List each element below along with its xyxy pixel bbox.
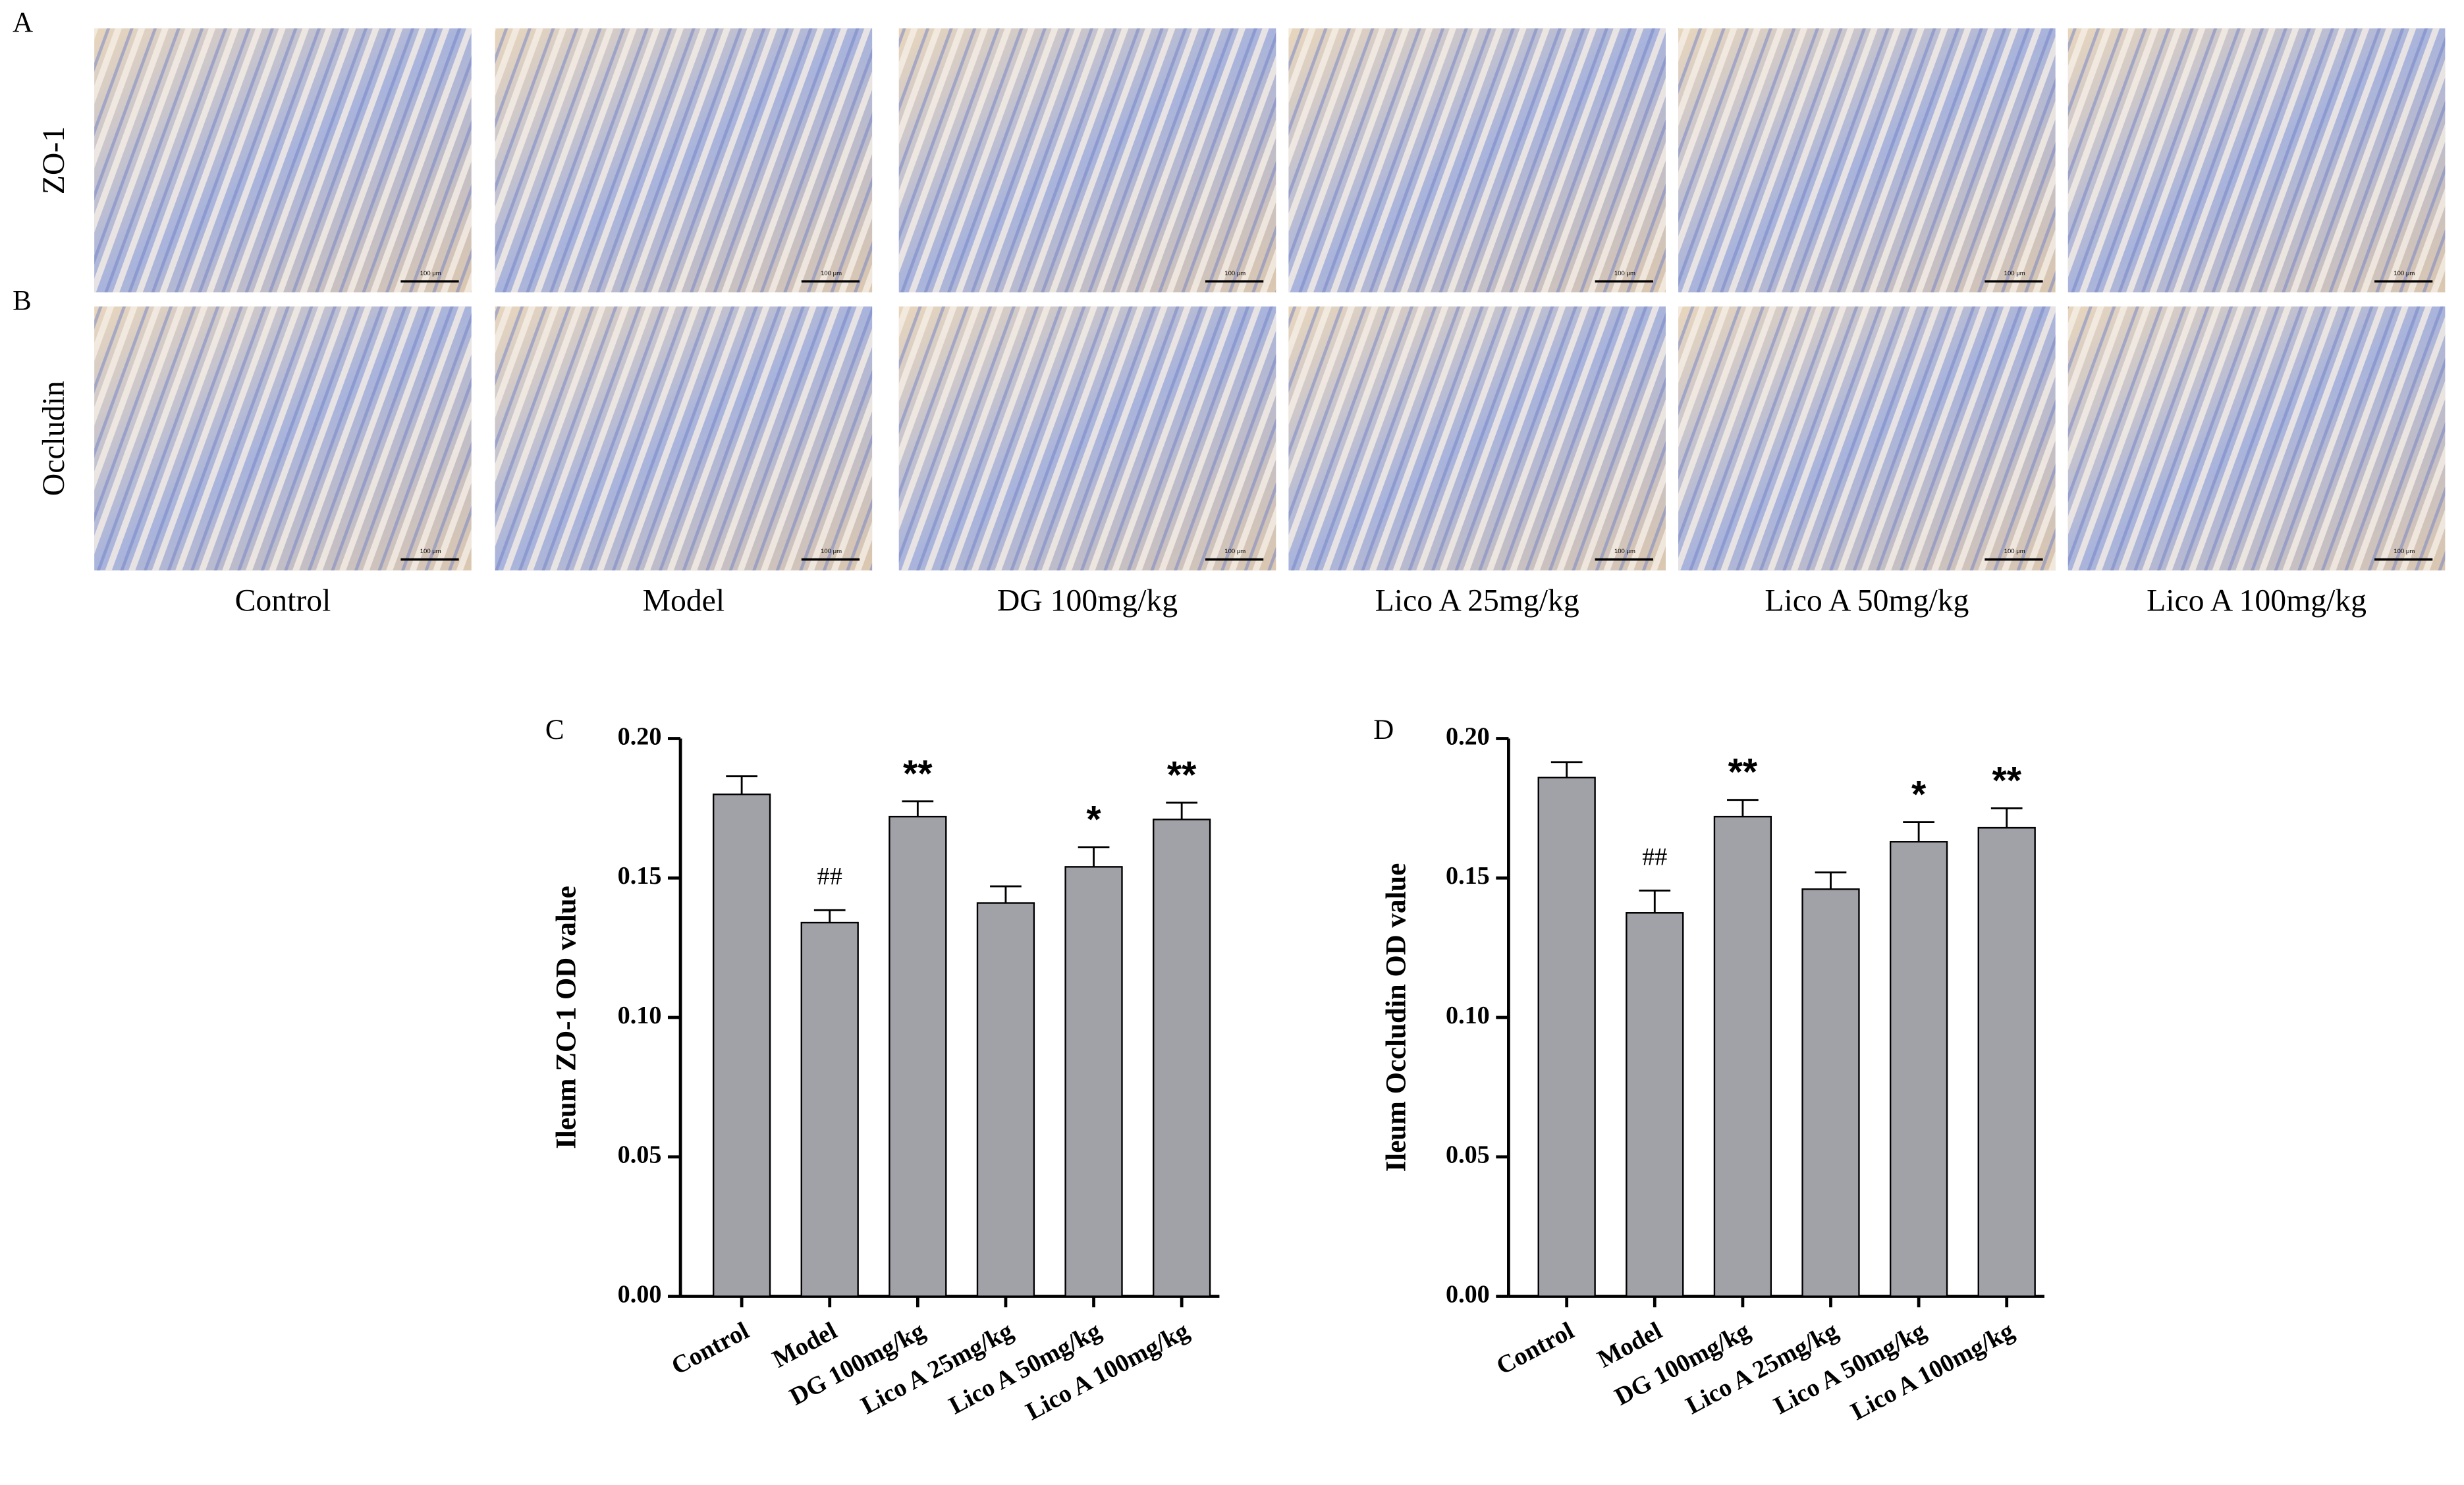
micrograph-texture (2067, 28, 2446, 292)
y-tick-label: 0.10 (618, 1002, 662, 1029)
column-label: DG 100mg/kg (997, 583, 1178, 618)
y-axis-title: Ileum ZO-1 OD value (551, 886, 582, 1149)
scale-bar-label: 100 μm (1224, 270, 1246, 277)
scale-bar-label: 100 μm (1224, 548, 1246, 555)
column-label: Lico A 50mg/kg (1765, 583, 1969, 618)
micrograph-texture (898, 28, 1276, 292)
y-tick-label: 0.20 (618, 722, 662, 750)
scale-bar-label: 100 μm (420, 270, 441, 277)
bar (1537, 776, 1596, 1297)
micrograph-texture (94, 306, 472, 571)
scale-bar-label: 100 μm (2004, 270, 2025, 277)
column-label: Control (235, 583, 331, 618)
significance-label: ** (1167, 754, 1197, 796)
y-tick-label: 0.05 (618, 1141, 662, 1169)
bar (1977, 826, 2036, 1297)
x-tick-label: Control (667, 1317, 753, 1380)
bar (1064, 866, 1123, 1297)
panel-label: B (13, 286, 32, 317)
bar-chart: C Ileum ZO-1 OD value 0.00 0.05 0.10 0.15 0.20… (545, 715, 1220, 1426)
x-tick-label: Lico A 25mg/kg (856, 1317, 1017, 1420)
micrograph-texture (2067, 306, 2446, 571)
micrograph-texture (1678, 28, 2056, 292)
scale-bar-label: 100 μm (2394, 270, 2415, 277)
y-tick-label: 0.05 (1446, 1141, 1490, 1169)
x-tick-label: Control (1492, 1317, 1578, 1380)
bar (889, 815, 947, 1297)
y-tick-label: 0.15 (618, 862, 662, 890)
significance-label: * (1086, 799, 1101, 841)
column-label: Lico A 25mg/kg (1375, 583, 1579, 618)
bar (800, 921, 859, 1297)
y-tick-label: 0.15 (1446, 862, 1490, 890)
micrograph-texture (1288, 28, 1666, 292)
significance-label: ** (1728, 751, 1758, 794)
bar (1713, 815, 1772, 1297)
significance-label: ** (903, 753, 933, 795)
y-tick-label: 0.00 (618, 1280, 662, 1308)
bar-chart: D Ileum Occludin OD value 0.00 0.05 0.10 0.15… (1373, 715, 2044, 1426)
bar (1153, 819, 1211, 1297)
x-tick-label: Lico A 25mg/kg (1682, 1317, 1842, 1420)
bar (976, 902, 1035, 1297)
y-tick-label: 0.20 (1446, 722, 1490, 750)
significance-label: ## (1642, 843, 1667, 871)
micrograph-texture (94, 28, 472, 292)
column-label: Lico A 100mg/kg (2147, 583, 2367, 618)
scale-bar-label: 100 μm (2004, 548, 2025, 555)
significance-label: * (1911, 774, 1927, 816)
micrograph-texture (495, 28, 873, 292)
panel-label: A (13, 7, 33, 38)
significance-label: ## (817, 863, 842, 890)
micrographs: A B ZO-1 Occludin 100 μm 100 μm 100 μm 100 μm 10… (13, 7, 2446, 618)
scale-bar-label: 100 μm (821, 270, 842, 277)
scale-bar-label: 100 μm (2394, 548, 2415, 555)
scale-bar-label: 100 μm (1614, 548, 1635, 555)
row-label: ZO-1 (36, 126, 71, 194)
scale-bar-label: 100 μm (420, 548, 441, 555)
column-label: Model (643, 583, 725, 618)
panel-label: C (545, 715, 564, 745)
scale-bar-label: 100 μm (1614, 270, 1635, 277)
row-label: Occludin (36, 381, 71, 496)
y-tick-label: 0.00 (1446, 1280, 1490, 1308)
micrograph-texture (898, 306, 1276, 571)
micrograph-texture (495, 306, 873, 571)
y-tick-label: 0.10 (1446, 1002, 1490, 1029)
micrograph-texture (1678, 306, 2056, 571)
bar (1889, 841, 1948, 1297)
micrograph-texture (1288, 306, 1666, 571)
scale-bar-label: 100 μm (821, 548, 842, 555)
panel-label: D (1373, 715, 1394, 745)
significance-label: ** (1992, 759, 2021, 801)
bar (1626, 912, 1684, 1297)
charts: C Ileum ZO-1 OD value 0.00 0.05 0.10 0.15 0.20… (545, 715, 2044, 1426)
y-axis-title: Ileum Occludin OD value (1381, 863, 1411, 1172)
bar (1801, 888, 1860, 1297)
bar (712, 794, 771, 1297)
